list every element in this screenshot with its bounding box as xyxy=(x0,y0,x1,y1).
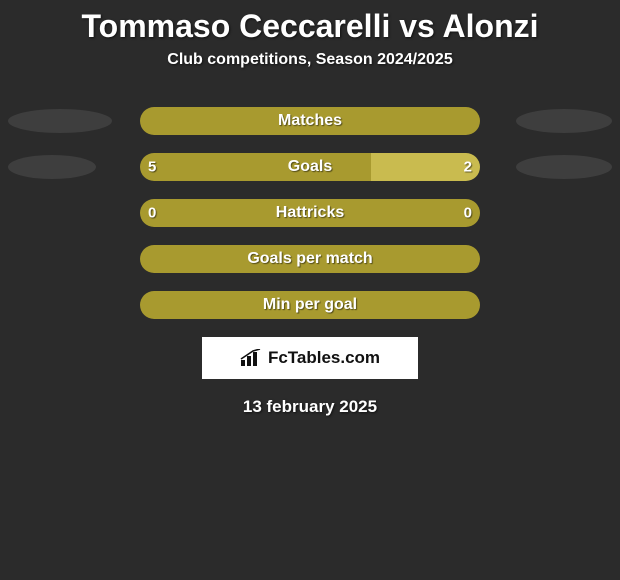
stat-bar: Goals per match xyxy=(140,245,480,273)
stat-right-value: 0 xyxy=(464,205,472,222)
stat-right-value: 2 xyxy=(464,159,472,176)
stat-row: 52Goals xyxy=(0,153,620,181)
player-right-ellipse xyxy=(516,109,612,133)
stat-bar-left xyxy=(140,153,371,181)
comparison-subtitle: Club competitions, Season 2024/2025 xyxy=(0,51,620,69)
stat-bar-left xyxy=(140,107,480,135)
stat-left-value: 0 xyxy=(148,205,156,222)
stat-left-value: 5 xyxy=(148,159,156,176)
subtitle-text: Club competitions, Season 2024/2025 xyxy=(167,51,452,68)
stat-row: Matches xyxy=(0,107,620,135)
stat-rows: Matches52Goals00HattricksGoals per match… xyxy=(0,107,620,319)
stat-bar: Matches xyxy=(140,107,480,135)
player-left-ellipse xyxy=(8,155,96,179)
stat-bar-left xyxy=(140,291,480,319)
date-text: 13 february 2025 xyxy=(243,397,377,416)
snapshot-date: 13 february 2025 xyxy=(0,397,620,417)
stat-bar: 00Hattricks xyxy=(140,199,480,227)
logo-box: FcTables.com xyxy=(202,337,418,379)
stat-row: Goals per match xyxy=(0,245,620,273)
stat-bar-left xyxy=(140,199,480,227)
player-left-ellipse xyxy=(8,109,112,133)
bar-chart-icon xyxy=(240,349,262,367)
stat-bar: 52Goals xyxy=(140,153,480,181)
player-right-ellipse xyxy=(516,155,612,179)
title-text: Tommaso Ceccarelli vs Alonzi xyxy=(81,8,538,44)
stat-row: 00Hattricks xyxy=(0,199,620,227)
logo-text: FcTables.com xyxy=(268,348,380,368)
stat-bar-left xyxy=(140,245,480,273)
comparison-title: Tommaso Ceccarelli vs Alonzi xyxy=(0,0,620,45)
stat-row: Min per goal xyxy=(0,291,620,319)
stat-bar: Min per goal xyxy=(140,291,480,319)
